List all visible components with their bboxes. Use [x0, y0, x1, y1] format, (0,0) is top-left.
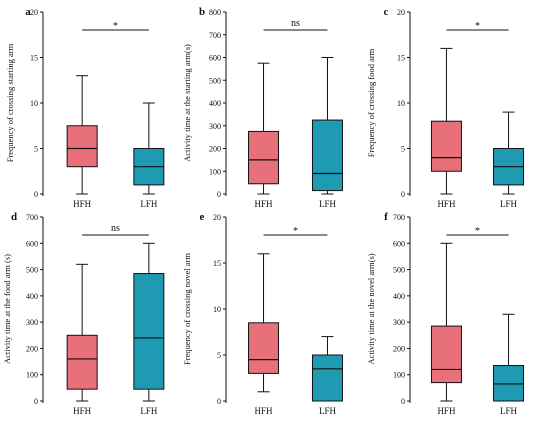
y-tick-label: 10 — [30, 99, 38, 108]
panel-a: a 0 5 10 15 20 Frequency of crossing starting … — [5, 6, 165, 209]
y-axis-label: Frequency of crossing starting arm — [5, 43, 15, 162]
y-axis-label: Activity time at the food arm (s) — [2, 254, 12, 364]
panel-letter: d — [11, 211, 17, 223]
panel-letter: c — [384, 6, 389, 18]
y-tick-label: 15 — [30, 54, 38, 63]
y-tick-label: 0 — [217, 190, 221, 199]
box-hfh — [66, 263, 98, 402]
y-tick-label: 700 — [209, 31, 221, 40]
y-tick-label: 20 — [397, 8, 405, 17]
panel-b: b 0 100 200 300 400 500 600 700 800 Activity time … — [182, 6, 343, 209]
significance-label: * — [293, 226, 298, 237]
box-hfh — [430, 242, 462, 402]
iqr-box — [133, 273, 165, 390]
y-tick-label: 500 — [393, 266, 405, 275]
y-tick-label: 20 — [30, 8, 38, 17]
box-lfh — [493, 313, 525, 402]
x-category-label: LFH — [500, 406, 518, 416]
panel-letter: e — [200, 211, 205, 223]
y-tick-label: 700 — [393, 213, 405, 222]
panel-letter: b — [199, 6, 205, 18]
y-tick-label: 600 — [393, 239, 405, 248]
box-hfh — [430, 47, 462, 195]
x-category-label: LFH — [500, 199, 518, 209]
y-tick-label: 5 — [217, 351, 221, 360]
iqr-box — [66, 334, 98, 390]
y-axis-label: Frequency of crossing food arm — [366, 48, 376, 157]
iqr-box — [248, 322, 280, 374]
significance-label: * — [475, 226, 480, 237]
panel-letter: a — [25, 6, 31, 18]
y-tick-label: 0 — [34, 190, 38, 199]
y-tick-label: 400 — [209, 99, 221, 108]
panel-e: e 0 5 10 15 20 Frequency of crossing novel arm… — [182, 211, 343, 416]
y-axis-label: Activity time at the novel arm(s) — [366, 253, 376, 364]
significance-label: ns — [111, 223, 120, 234]
y-tick-label: 15 — [397, 54, 405, 63]
iqr-box — [66, 125, 98, 168]
panel-c: c 0 5 10 15 20 Frequency of crossing food arm H… — [366, 6, 525, 209]
y-tick-label: 100 — [209, 167, 221, 176]
y-tick-label: 200 — [393, 344, 405, 353]
y-tick-label: 10 — [397, 99, 405, 108]
box-hfh — [248, 62, 280, 195]
x-category-label: LFH — [140, 406, 158, 416]
y-tick-label: 800 — [209, 8, 221, 17]
y-tick-label: 0 — [401, 397, 405, 406]
y-tick-label: 500 — [26, 266, 38, 275]
box-lfh — [311, 336, 343, 402]
iqr-box — [248, 130, 280, 185]
y-tick-label: 200 — [209, 145, 221, 154]
x-category-label: HFH — [255, 406, 274, 416]
x-category-label: HFH — [437, 199, 456, 209]
box-lfh — [133, 102, 165, 195]
iqr-box — [311, 119, 343, 192]
y-tick-label: 5 — [401, 145, 405, 154]
y-tick-label: 600 — [26, 239, 38, 248]
y-tick-label: 0 — [217, 397, 221, 406]
box-hfh — [66, 75, 98, 195]
y-tick-label: 400 — [26, 292, 38, 301]
y-tick-label: 0 — [34, 397, 38, 406]
x-category-label: LFH — [140, 199, 158, 209]
y-tick-label: 0 — [401, 190, 405, 199]
y-axis-label: Frequency of crossing novel arm — [182, 253, 192, 365]
y-tick-label: 300 — [209, 122, 221, 131]
x-category-label: LFH — [319, 406, 337, 416]
significance-label: * — [475, 21, 480, 32]
x-category-label: LFH — [319, 199, 337, 209]
x-category-label: HFH — [437, 406, 456, 416]
x-category-label: HFH — [73, 406, 92, 416]
y-tick-label: 100 — [26, 371, 38, 380]
iqr-box — [430, 120, 462, 172]
y-tick-label: 10 — [213, 305, 221, 314]
panel-f: f 0 100 200 300 400 500 600 700 Activity time at … — [366, 211, 525, 416]
x-category-label: HFH — [73, 199, 92, 209]
y-tick-label: 100 — [393, 371, 405, 380]
box-lfh — [493, 111, 525, 195]
y-axis-label: Activity time at the starting arm(s) — [182, 44, 192, 162]
y-tick-label: 5 — [34, 145, 38, 154]
iqr-box — [430, 325, 462, 384]
y-tick-label: 15 — [213, 259, 221, 268]
box-hfh — [248, 253, 280, 393]
box-lfh — [133, 242, 165, 402]
y-tick-label: 20 — [213, 213, 221, 222]
y-tick-label: 400 — [393, 292, 405, 301]
panel-d: d 0 100 200 300 400 500 600 700 Activity time at … — [2, 211, 165, 416]
y-tick-label: 500 — [209, 76, 221, 85]
significance-label: ns — [291, 18, 300, 29]
x-category-label: HFH — [255, 199, 274, 209]
y-tick-label: 700 — [26, 213, 38, 222]
y-tick-label: 600 — [209, 54, 221, 63]
y-tick-label: 300 — [393, 318, 405, 327]
panel-letter: f — [384, 211, 388, 223]
iqr-box — [493, 365, 525, 402]
y-tick-label: 200 — [26, 344, 38, 353]
y-tick-label: 300 — [26, 318, 38, 327]
significance-label: * — [113, 21, 118, 32]
iqr-box — [311, 354, 343, 402]
box-lfh — [311, 57, 343, 195]
